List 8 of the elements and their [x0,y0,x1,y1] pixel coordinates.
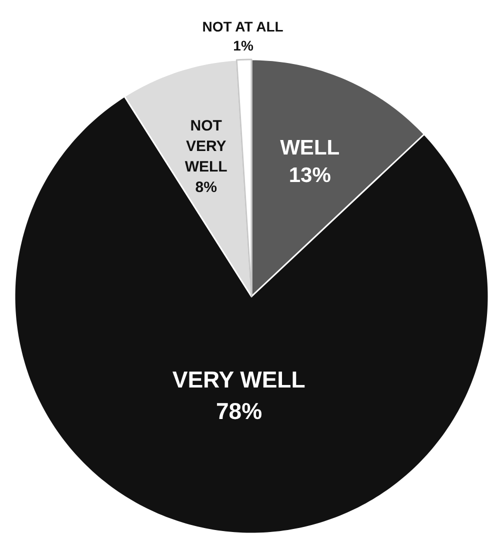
slice-label: NOT AT ALL [202,18,284,34]
data-label: 13% [288,164,332,187]
slice-label: VERY WELL [172,366,306,393]
data-label: 78% [216,398,262,424]
data-label: 8% [195,178,217,196]
slice-label: WELL [280,136,340,160]
data-label: 1% [233,38,254,54]
slice-label: NOT VERY WELL [184,118,228,176]
